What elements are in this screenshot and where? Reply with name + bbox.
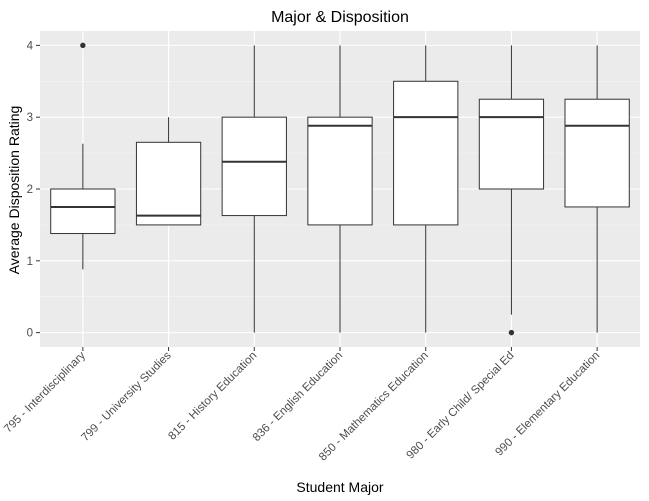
- outlier-point: [80, 42, 86, 49]
- box-body: [221, 116, 287, 217]
- box-6: [478, 45, 545, 336]
- box-body: [478, 98, 545, 190]
- box-body: [393, 80, 459, 226]
- box-series: [50, 42, 630, 336]
- y-axis: 0 1 2 3 4: [27, 40, 40, 340]
- x-axis-title: Student Major: [296, 479, 383, 495]
- y-tick-label: 1: [27, 256, 33, 268]
- chart-title: Major & Disposition: [271, 9, 409, 26]
- box-5: [393, 45, 459, 333]
- box-body: [135, 141, 202, 226]
- box-4: [307, 45, 373, 333]
- box-body: [50, 188, 116, 235]
- box-2: [135, 117, 202, 226]
- x-tick-label: 990 - Elementary Education: [493, 350, 602, 459]
- x-tick-label: 815 - History Education: [166, 350, 259, 443]
- outlier-point: [508, 329, 515, 336]
- y-tick-label: 2: [27, 184, 33, 196]
- y-tick-label: 3: [27, 112, 33, 124]
- y-tick-label: 0: [27, 328, 33, 340]
- x-tick-label: 799 - University Studies: [79, 349, 174, 444]
- x-tick-label: 836 - English Education: [251, 350, 345, 444]
- x-tick-label: 795 - Interdisciplinary: [2, 349, 88, 435]
- box-7: [564, 45, 630, 333]
- box-body: [564, 98, 630, 208]
- box-3: [221, 45, 287, 333]
- y-axis-title: Average Disposition Rating: [6, 106, 22, 275]
- box-1: [50, 42, 116, 270]
- y-tick-label: 4: [27, 40, 34, 52]
- box-body: [307, 116, 373, 226]
